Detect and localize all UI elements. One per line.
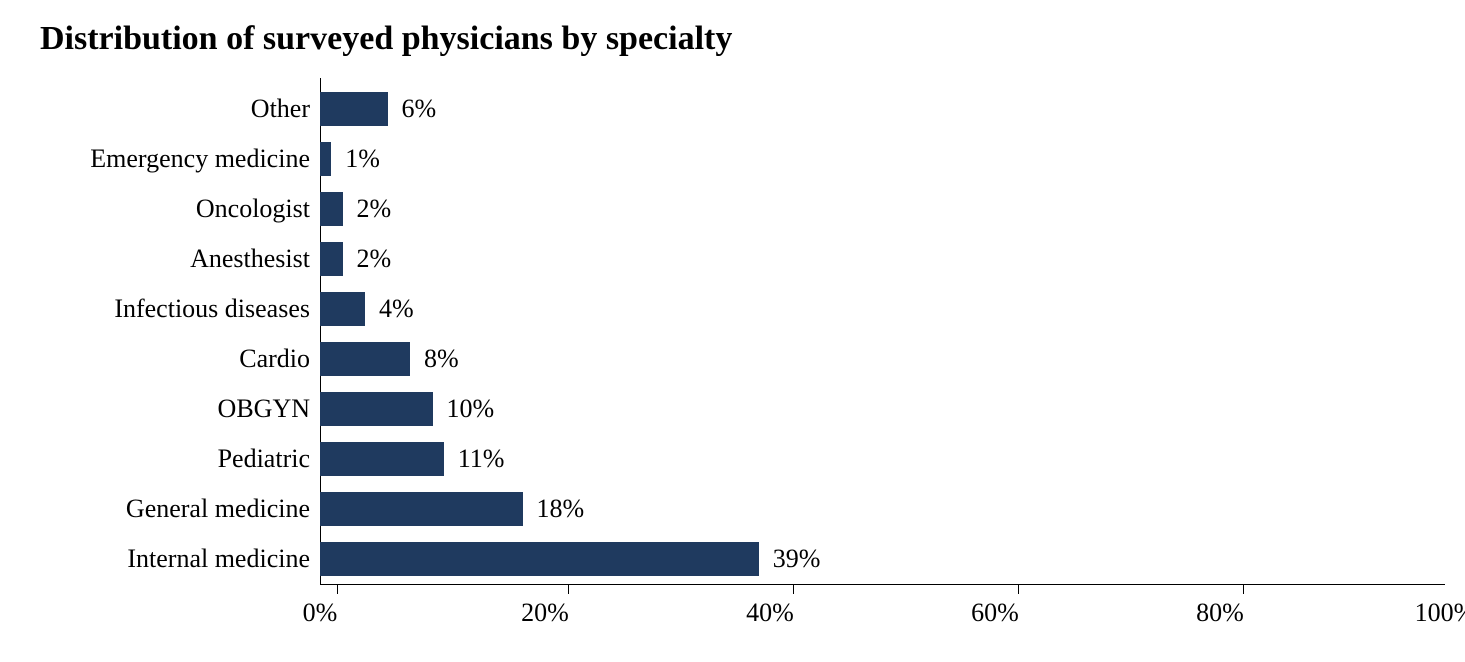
- category-label: General medicine: [126, 494, 320, 524]
- bar-row: Infectious diseases4%: [320, 292, 1445, 326]
- bar-chart: Other 6% Emergency medicine 1% Oncologist 2% A…: [40, 78, 1425, 638]
- bar-row: Other6%: [320, 92, 1445, 126]
- x-tick-label: 20%: [521, 598, 569, 628]
- x-tick-mark: [793, 584, 794, 594]
- bar-row: Emergency medicine1%: [320, 142, 1445, 176]
- x-tick: 40%: [770, 584, 818, 628]
- bar-row: General medicine18%: [320, 492, 1445, 526]
- x-tick-label: 100%: [1415, 598, 1465, 628]
- category-label: Internal medicine: [127, 544, 320, 574]
- x-tick-label: 60%: [971, 598, 1019, 628]
- x-tick-mark: [568, 584, 569, 594]
- bar: [320, 142, 331, 176]
- bar-row: OBGYN10%: [320, 392, 1445, 426]
- value-label: 8%: [410, 344, 459, 374]
- category-label: OBGYN: [218, 394, 320, 424]
- value-label: 6%: [388, 94, 437, 124]
- value-label: 18%: [523, 494, 585, 524]
- value-label: 4%: [365, 294, 414, 324]
- x-tick-label: 0%: [303, 598, 338, 628]
- x-tick: 60%: [995, 584, 1043, 628]
- category-label: Oncologist: [196, 194, 320, 224]
- x-tick: 20%: [545, 584, 593, 628]
- plot-area: Other6% Emergency medicine1% Oncologist2% A…: [320, 78, 1445, 638]
- bar: [320, 92, 388, 126]
- x-axis-baseline: [320, 584, 1445, 585]
- x-tick-label: 80%: [1196, 598, 1244, 628]
- x-axis: 0%20%40%60%80%100%: [320, 584, 1445, 638]
- value-label: 10%: [433, 394, 495, 424]
- bar-row: Cardio8%: [320, 342, 1445, 376]
- bar-row: Oncologist2%: [320, 192, 1445, 226]
- value-label: 39%: [759, 544, 821, 574]
- x-tick: 0%: [320, 584, 355, 628]
- bar-row: Anesthesist2%: [320, 242, 1445, 276]
- category-label: Pediatric: [218, 444, 320, 474]
- bar: [320, 442, 444, 476]
- x-tick-mark: [1243, 584, 1244, 594]
- value-label: 11%: [444, 444, 505, 474]
- x-tick-label: 40%: [746, 598, 794, 628]
- category-label: Cardio: [239, 344, 320, 374]
- bar: [320, 392, 433, 426]
- bar-row: Internal medicine39%: [320, 542, 1445, 576]
- value-label: 2%: [343, 244, 392, 274]
- chart-title: Distribution of surveyed physicians by s…: [40, 20, 1425, 58]
- bar: [320, 342, 410, 376]
- value-label: 1%: [331, 144, 380, 174]
- category-label: Emergency medicine: [90, 144, 320, 174]
- bar: [320, 192, 343, 226]
- bar: [320, 242, 343, 276]
- bar-row: Pediatric11%: [320, 442, 1445, 476]
- value-label: 2%: [343, 194, 392, 224]
- x-tick-mark: [1018, 584, 1019, 594]
- bar: [320, 292, 365, 326]
- category-label: Anesthesist: [190, 244, 320, 274]
- bars-container: Other6% Emergency medicine1% Oncologist2% A…: [320, 84, 1445, 584]
- x-tick: 80%: [1220, 584, 1268, 628]
- category-label: Other: [251, 94, 320, 124]
- category-label: Infectious diseases: [114, 294, 320, 324]
- page: Distribution of surveyed physicians by s…: [0, 0, 1465, 662]
- x-tick: 100%: [1445, 584, 1465, 628]
- bar: [320, 542, 759, 576]
- x-tick-mark: [337, 584, 338, 594]
- bar: [320, 492, 523, 526]
